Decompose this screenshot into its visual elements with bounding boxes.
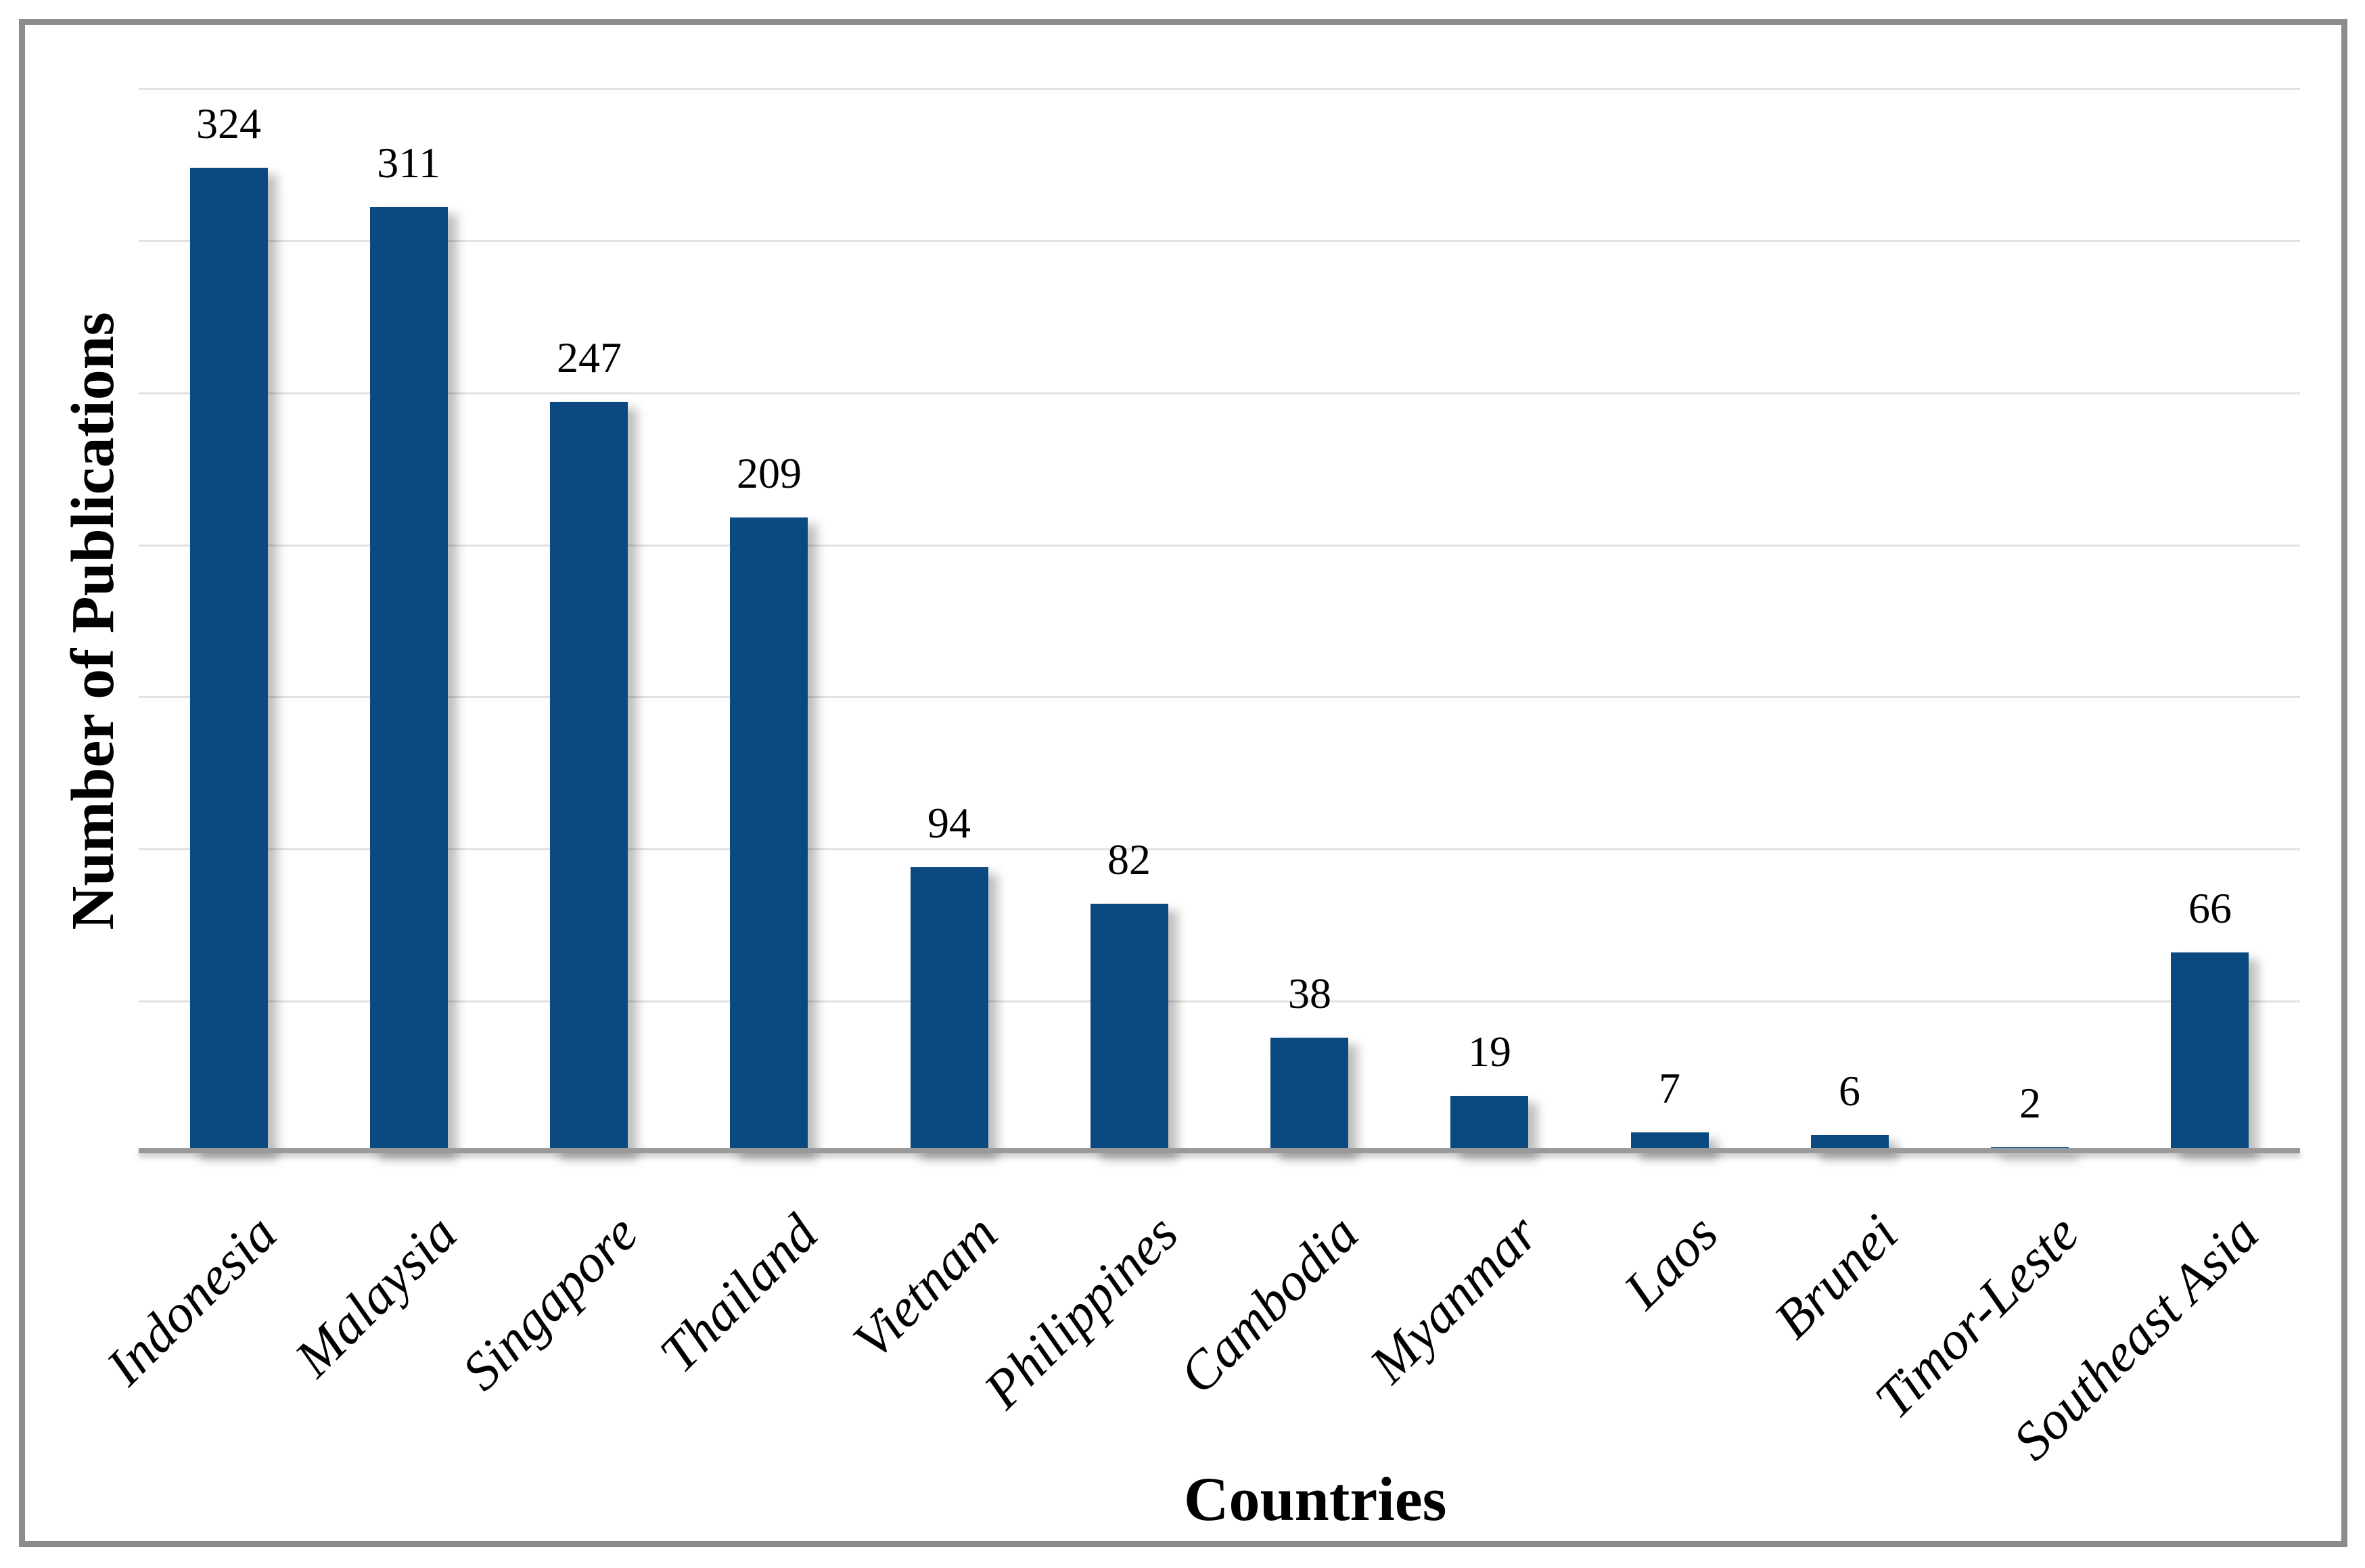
x-tick-label: Cambodia <box>1168 1203 1370 1406</box>
bar <box>1270 1038 1348 1153</box>
bar <box>2171 952 2249 1153</box>
x-tick-label: Malaysia <box>283 1203 469 1389</box>
bar <box>1450 1096 1528 1153</box>
gridline <box>139 392 2300 394</box>
x-tick-label: Philippines <box>972 1203 1189 1421</box>
bar <box>550 402 628 1153</box>
bar-value-label: 66 <box>2188 884 2232 932</box>
y-axis-title: Number of Publications <box>60 312 127 930</box>
bar-value-label: 7 <box>1659 1064 1680 1112</box>
bar-value-label: 311 <box>377 139 440 187</box>
bar <box>190 168 268 1153</box>
bar-value-label: 94 <box>927 799 971 847</box>
bar-value-label: 247 <box>557 333 622 382</box>
gridline <box>139 240 2300 242</box>
x-axis-line <box>139 1148 2300 1153</box>
gridline <box>139 1000 2300 1002</box>
x-tick-label: Thailand <box>649 1203 829 1384</box>
bar <box>370 207 448 1153</box>
x-tick-label: Singapore <box>451 1203 649 1402</box>
gridline <box>139 696 2300 698</box>
bar-value-label: 38 <box>1288 969 1331 1017</box>
bar <box>730 517 808 1153</box>
gridline <box>139 848 2300 850</box>
x-tick-label: Myanmar <box>1358 1203 1550 1395</box>
bar <box>1090 904 1168 1153</box>
gridline <box>139 88 2300 90</box>
bar-value-label: 82 <box>1107 835 1151 883</box>
bar-value-label: 6 <box>1839 1067 1860 1115</box>
bar-value-label: 209 <box>737 449 802 497</box>
bar-value-label: 19 <box>1468 1028 1511 1076</box>
x-axis-title: Countries <box>1184 1465 1447 1534</box>
x-tick-label: Vietnam <box>842 1203 1009 1370</box>
x-tick-label: Brunei <box>1763 1203 1910 1350</box>
bar-value-label: 324 <box>196 99 261 147</box>
bar-value-label: 2 <box>2019 1079 2041 1127</box>
x-tick-label: Indonesia <box>95 1203 289 1397</box>
bar <box>911 867 988 1153</box>
gridline <box>139 545 2300 547</box>
x-tick-label: Laos <box>1613 1203 1730 1320</box>
